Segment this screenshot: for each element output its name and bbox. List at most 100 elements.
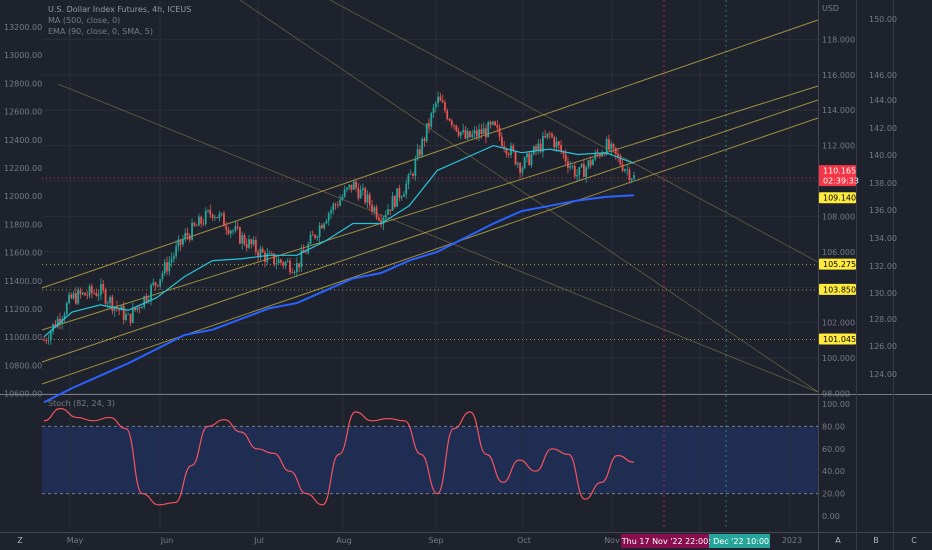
candle-body (434, 103, 437, 108)
price-label-box (819, 175, 856, 187)
scale-button-c[interactable]: C (911, 536, 917, 545)
price-unit: USD (822, 4, 839, 13)
candle-body (576, 175, 578, 177)
candle-body (598, 153, 601, 157)
left-axis-tick: 11600.00 (4, 249, 42, 258)
left-axis-tick: 12800.00 (4, 79, 42, 88)
candle-body (412, 173, 414, 176)
candle-body (97, 294, 100, 296)
candle-body (523, 157, 526, 169)
candle-body (630, 178, 633, 181)
candle-body (141, 306, 143, 309)
price-label-box (819, 258, 856, 270)
trend-line (57, 83, 819, 393)
candle-body (551, 133, 553, 138)
candle-body (323, 223, 326, 229)
candle-body (475, 130, 478, 137)
candle-body (418, 149, 421, 156)
candle-body (359, 189, 362, 199)
candle-body (336, 204, 339, 206)
candle-body (291, 272, 294, 274)
candle-body (168, 261, 171, 272)
candle-body (382, 217, 385, 225)
candle-body (592, 159, 594, 166)
candle-body (448, 118, 451, 121)
candle-body (152, 282, 155, 286)
candle-body (528, 153, 531, 166)
scale-button-a[interactable]: A (835, 536, 841, 545)
candle-body (396, 188, 398, 207)
candle-body (268, 253, 271, 255)
candle-body (216, 217, 219, 219)
candle-body (514, 151, 517, 165)
candle-body (300, 250, 303, 268)
price-tick-outer: 136.00 (869, 206, 897, 215)
candle-body (491, 121, 494, 125)
price-tick: 98.000 (822, 389, 850, 398)
left-axis-tick: 13200.00 (4, 23, 42, 32)
candle-body (43, 340, 45, 342)
candle-body (109, 296, 111, 303)
candle-body (619, 156, 622, 165)
candle-body (188, 235, 191, 240)
price-tick: 102.000 (822, 319, 855, 328)
candle-body (311, 234, 314, 236)
candle-body (368, 194, 371, 205)
left-axis-tick: 11400.00 (4, 277, 42, 286)
candle-body (261, 248, 264, 253)
candle-body (289, 261, 291, 273)
ma-legend[interactable]: MA (500, close, 0) (48, 16, 121, 25)
candle-body (384, 214, 387, 218)
stoch-tick: 0.00 (822, 512, 840, 521)
candle-body (198, 216, 200, 226)
candle-body (259, 248, 262, 257)
candle-body (355, 181, 357, 189)
candle-body (305, 252, 307, 254)
candle-body (455, 125, 458, 132)
candle-body (407, 174, 410, 184)
candle-body (211, 214, 214, 218)
price-label: 105.275 (823, 260, 856, 269)
candle-body (202, 223, 205, 225)
candle-body (505, 148, 508, 154)
candle-body (414, 159, 417, 176)
candle-body (182, 239, 184, 245)
candle-body (569, 166, 572, 168)
candle-body (90, 286, 93, 293)
candle-body (129, 313, 132, 323)
candle-body (245, 244, 248, 248)
x-axis-label: Sep (428, 536, 443, 545)
candle-body (177, 239, 180, 247)
candle-body (391, 196, 394, 211)
candle-body (81, 292, 84, 295)
candle-body (327, 213, 330, 221)
candle-body (275, 263, 278, 265)
candle-body (610, 143, 613, 150)
candle-body (375, 207, 378, 218)
trend-line (329, 0, 819, 263)
price-tick-outer: 142.00 (869, 124, 897, 133)
candle-body (145, 295, 148, 302)
candle-body (567, 161, 569, 168)
candle-body (161, 273, 164, 280)
price-tick: 118.000 (822, 35, 855, 44)
stoch-legend[interactable]: Stoch (82, 24, 3) (48, 399, 115, 408)
candle-body (309, 234, 312, 244)
price-tick-outer: 124.00 (869, 370, 897, 379)
price-tick: 108.000 (822, 212, 855, 221)
candle-body (257, 251, 260, 257)
candle-body (74, 293, 77, 304)
price-label: 109.140 (823, 194, 856, 203)
candle-body (409, 173, 412, 175)
candle-body (325, 220, 328, 224)
candle-body (45, 340, 48, 342)
ema-legend[interactable]: EMA (90, close, 0, SMA, 5) (48, 27, 153, 36)
candle-body (184, 232, 187, 240)
candle-body (209, 210, 212, 215)
scale-button-z[interactable]: Z (17, 536, 23, 545)
candle-body (332, 204, 335, 211)
scale-button-b[interactable]: B (873, 536, 879, 545)
candle-body (54, 324, 57, 328)
